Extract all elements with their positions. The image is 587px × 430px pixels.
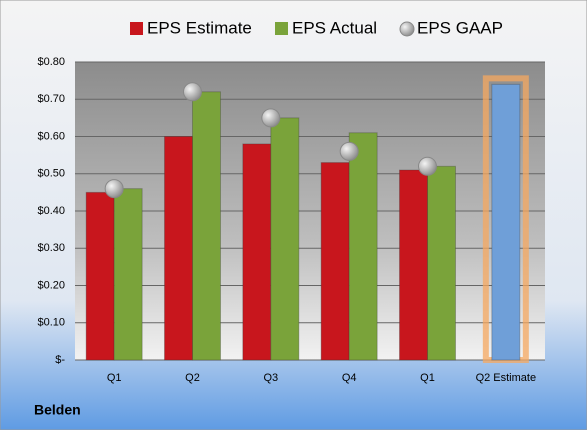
legend-swatch (399, 21, 415, 37)
gaap-marker (104, 179, 124, 199)
gaap-marker (418, 156, 437, 176)
gaap-marker (261, 108, 281, 128)
legend-label: EPS Actual (292, 18, 377, 37)
legend-swatch (275, 22, 288, 35)
y-tick-label: $0.60 (37, 130, 65, 142)
x-tick-label: Q4 (342, 372, 357, 384)
gaap-marker (339, 141, 359, 161)
bar (491, 83, 521, 361)
bar (399, 169, 428, 361)
legend-swatch (130, 22, 143, 35)
y-tick-label: $0.40 (37, 205, 65, 217)
bar (113, 188, 143, 361)
y-tick-label: $0.70 (37, 93, 65, 105)
bar (348, 132, 378, 361)
y-tick-label: $0.10 (37, 317, 65, 329)
bar (164, 136, 193, 361)
company-label: Belden (34, 402, 81, 418)
y-tick-label: $0.30 (37, 242, 65, 254)
bar (270, 117, 300, 361)
legend: EPS Estimate EPS Actual EPS GAAP (130, 18, 503, 37)
gaap-marker (183, 82, 202, 102)
legend-label: EPS Estimate (147, 18, 252, 37)
bar (192, 91, 221, 361)
bar (320, 162, 350, 361)
x-tick-label: Q3 (263, 372, 278, 384)
y-tick-label: $0.80 (37, 56, 65, 68)
y-tick-label: $0.20 (37, 279, 65, 291)
x-tick-label: Q2 Estimate (476, 372, 537, 384)
bar (427, 165, 456, 361)
x-tick-label: Q1 (420, 372, 435, 384)
bar (242, 143, 272, 361)
x-tick-label: Q2 (185, 372, 200, 384)
bar (85, 191, 115, 361)
y-tick-label: $0.50 (37, 168, 65, 180)
y-tick-label: $- (55, 354, 65, 366)
x-tick-label: Q1 (107, 372, 122, 384)
legend-label: EPS GAAP (417, 18, 503, 37)
